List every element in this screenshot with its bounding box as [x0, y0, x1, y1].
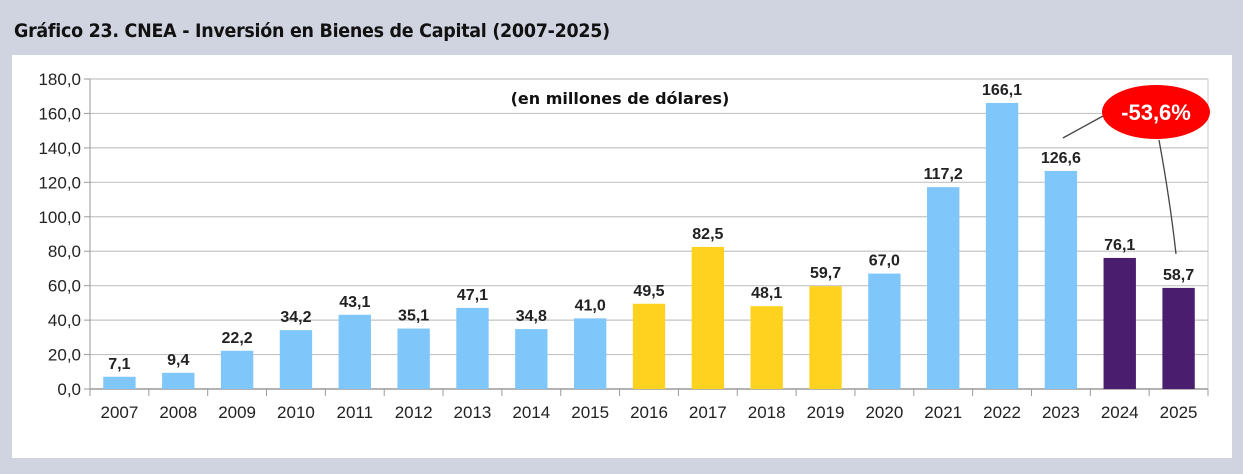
- bar-2014: [515, 329, 548, 389]
- data-label-2017: 82,5: [692, 226, 723, 243]
- change-annotation: -53,6%: [1062, 85, 1210, 255]
- chart-title: Gráfico 23. CNEA - Inversión en Bienes d…: [14, 20, 610, 42]
- bar-2013: [456, 307, 489, 389]
- x-tick-label: 2011: [337, 403, 374, 422]
- y-tick-label: 160,0: [38, 104, 81, 123]
- bar-2018: [750, 306, 783, 389]
- data-label-2010: 34,2: [280, 309, 311, 326]
- y-tick-label: 140,0: [38, 139, 81, 158]
- data-label-2008: 9,4: [167, 352, 189, 369]
- bar-2011: [338, 314, 371, 389]
- data-label-2023: 126,6: [1041, 150, 1081, 167]
- bar-2008: [162, 372, 195, 389]
- x-tick-label: 2016: [630, 403, 668, 422]
- y-tick-label: 80,0: [48, 242, 81, 261]
- bar-2017: [691, 246, 725, 389]
- data-label-2015: 41,0: [575, 297, 606, 314]
- bar-2020: [868, 273, 901, 389]
- bars: 7,1 9,4 22,2 34,2 43,1 35,1 47,1 34,8 41,0 49,5 82…: [103, 82, 1195, 389]
- data-label-2020: 67,0: [869, 253, 900, 270]
- data-label-2025: 58,7: [1163, 267, 1194, 284]
- bar-2015: [573, 318, 607, 389]
- x-tick-label: 2012: [395, 403, 433, 422]
- bar-2022: [985, 102, 1019, 389]
- data-label-2007: 7,1: [108, 356, 130, 373]
- bar-2012: [397, 328, 430, 389]
- data-label-2018: 48,1: [751, 285, 782, 302]
- data-label-2012: 35,1: [398, 308, 429, 325]
- x-tick-label: 2025: [1160, 403, 1198, 422]
- bar-2019: [809, 286, 842, 389]
- x-tick-label: 2015: [571, 403, 609, 422]
- chart-panel: [12, 55, 1232, 458]
- change-badge: [1102, 85, 1210, 139]
- data-label-2016: 49,5: [633, 283, 664, 300]
- bar-2010: [279, 330, 313, 389]
- data-label-2022: 166,1: [982, 82, 1022, 99]
- y-tick-label: 40,0: [48, 311, 81, 330]
- chart-subtitle: (en millones de dólares): [511, 89, 730, 108]
- x-tick-label: 2020: [865, 403, 903, 422]
- annotation-line-from: [1062, 115, 1104, 139]
- x-tick-label: 2024: [1101, 403, 1139, 422]
- data-label-2014: 34,8: [516, 308, 547, 325]
- x-tick-label: 2014: [512, 403, 550, 422]
- y-tick-label: 60,0: [48, 277, 81, 296]
- y-axis: 0,0 20,0 40,0 60,0 80,0 100,0 120,0 140,0 160,0 1…: [38, 70, 91, 399]
- x-tick-label: 2017: [689, 403, 727, 422]
- x-axis: 2007 2008 2009 2010 2011 2012 2013 2014 2015 2016…: [89, 389, 1209, 422]
- data-label-2021: 117,2: [924, 166, 963, 183]
- data-label-2011: 43,1: [339, 294, 370, 311]
- x-tick-label: 2009: [218, 403, 256, 422]
- y-tick-label: 20,0: [48, 346, 81, 365]
- data-label-2013: 47,1: [457, 287, 488, 304]
- y-tick-label: 120,0: [38, 173, 81, 192]
- x-tick-label: 2010: [277, 403, 315, 422]
- annotation-line-to: [1158, 139, 1177, 255]
- bar-2009: [220, 350, 254, 389]
- bar-2016: [632, 303, 666, 389]
- data-label-2019: 59,7: [810, 265, 841, 282]
- x-tick-label: 2021: [924, 403, 962, 422]
- bar-2023: [1044, 170, 1078, 389]
- bar-2025: [1162, 287, 1195, 389]
- bar-2024: [1103, 257, 1136, 389]
- y-tick-label: 180,0: [38, 70, 81, 89]
- y-tick-label: 100,0: [38, 208, 81, 227]
- data-label-2009: 22,2: [222, 330, 253, 347]
- x-tick-label: 2008: [159, 403, 197, 422]
- x-tick-label: 2023: [1042, 403, 1080, 422]
- data-label-2024: 76,1: [1104, 237, 1135, 254]
- bar-2021: [927, 187, 960, 389]
- y-tick-label: 0,0: [57, 380, 81, 399]
- x-tick-label: 2007: [101, 403, 139, 422]
- x-tick-label: 2022: [983, 403, 1021, 422]
- x-tick-label: 2018: [748, 403, 786, 422]
- x-tick-label: 2019: [807, 403, 845, 422]
- x-tick-label: 2013: [454, 403, 492, 422]
- bar-2007: [103, 376, 136, 389]
- change-badge-text: -53,6%: [1121, 100, 1191, 125]
